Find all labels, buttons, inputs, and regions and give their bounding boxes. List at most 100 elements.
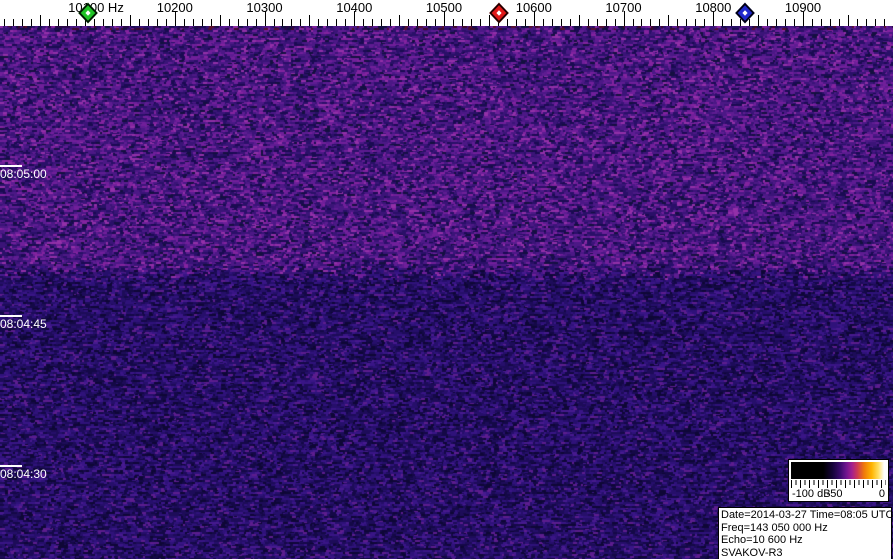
freq-label: 10600 xyxy=(515,0,552,15)
freq-tick xyxy=(4,19,6,26)
freq-tick xyxy=(336,19,338,26)
freq-tick xyxy=(183,19,185,26)
freq-tick xyxy=(812,19,813,26)
freq-tick xyxy=(40,15,42,26)
freq-tick xyxy=(444,11,445,26)
frequency-scale: 10100 Hz 10200 10300 10400 10500 10600 10700 10… xyxy=(0,0,893,26)
freq-tick xyxy=(49,19,51,26)
freq-tick xyxy=(506,19,508,26)
freq-tick xyxy=(794,19,795,26)
freq-tick xyxy=(829,19,831,26)
freq-tick xyxy=(578,15,580,26)
freq-tick xyxy=(820,19,822,26)
freq-tick xyxy=(417,19,419,26)
freq-tick xyxy=(856,19,858,26)
freq-tick xyxy=(22,19,24,26)
info-frequency: Freq=143 050 000 Hz xyxy=(721,521,828,534)
freq-tick xyxy=(453,19,454,26)
freq-tick xyxy=(587,19,589,26)
freq-tick xyxy=(165,19,167,26)
time-label: 08:04:45 xyxy=(0,315,47,330)
freq-label: 10800 xyxy=(695,0,732,15)
freq-tick xyxy=(883,19,885,26)
freq-tick xyxy=(865,19,867,26)
freq-tick xyxy=(677,19,679,26)
freq-tick xyxy=(650,19,652,26)
freq-tick xyxy=(67,19,68,26)
freq-tick xyxy=(560,19,562,26)
freq-tick xyxy=(291,19,293,26)
freq-tick xyxy=(776,19,778,26)
freq-tick xyxy=(228,19,230,26)
freq-tick xyxy=(461,19,463,26)
freq-label: 10700 xyxy=(605,0,642,15)
freq-tick xyxy=(210,19,212,26)
freq-tick xyxy=(488,15,490,26)
freq-tick xyxy=(363,19,365,26)
time-tick-line xyxy=(0,465,22,467)
freq-tick xyxy=(632,19,634,26)
freq-tick xyxy=(767,19,769,26)
freq-tick xyxy=(668,15,670,26)
time-label: 08:04:30 xyxy=(0,465,47,480)
freq-tick xyxy=(354,11,356,26)
freq-tick xyxy=(13,19,15,26)
freq-tick xyxy=(309,15,311,26)
freq-label: 10300 xyxy=(246,0,283,15)
freq-tick xyxy=(318,19,320,26)
freq-tick xyxy=(731,19,733,26)
freq-tick xyxy=(345,19,347,26)
freq-tick xyxy=(147,19,149,26)
freq-tick xyxy=(94,19,95,26)
freq-tick xyxy=(273,19,275,26)
time-label-text: 08:04:30 xyxy=(0,467,47,481)
info-box: Date=2014-03-27 Time=08:05 UTC Freq=143 … xyxy=(718,507,893,559)
freq-tick xyxy=(623,11,625,26)
time-tick-line xyxy=(0,165,22,167)
freq-tick xyxy=(722,19,724,26)
freq-label: 10500 xyxy=(425,0,463,15)
freq-tick xyxy=(749,19,751,26)
freq-tick xyxy=(156,19,158,26)
freq-tick xyxy=(237,19,239,26)
info-date-time: Date=2014-03-27 Time=08:05 UTC xyxy=(721,509,893,521)
freq-tick xyxy=(76,19,77,26)
freq-tick xyxy=(533,11,535,26)
freq-tick xyxy=(111,19,113,26)
freq-tick xyxy=(785,19,786,26)
freq-tick xyxy=(847,15,849,26)
freq-tick xyxy=(695,19,697,26)
freq-tick xyxy=(282,19,284,26)
freq-tick xyxy=(614,19,616,26)
legend-min-label: -100 dB xyxy=(792,488,831,500)
freq-tick xyxy=(515,19,517,26)
freq-tick xyxy=(874,19,876,26)
freq-tick xyxy=(192,19,194,26)
freq-tick xyxy=(605,19,607,26)
freq-label: 10200 xyxy=(156,0,193,15)
freq-tick xyxy=(803,11,804,26)
red-diamond-marker xyxy=(488,2,510,24)
freq-tick xyxy=(399,15,401,26)
freq-tick xyxy=(174,11,176,26)
color-scale-legend: -100 dB -50 0 xyxy=(788,459,889,502)
freq-tick xyxy=(641,19,643,26)
freq-tick xyxy=(740,19,742,26)
legend-mid-label: -50 xyxy=(826,488,843,500)
info-echo-offset: Echo=10 600 Hz xyxy=(721,534,803,546)
freq-tick xyxy=(201,19,203,26)
freq-tick xyxy=(435,19,436,26)
legend-labels: -100 dB -50 0 xyxy=(789,488,888,501)
freq-tick xyxy=(327,19,329,26)
freq-tick xyxy=(381,19,383,26)
freq-tick xyxy=(129,15,131,26)
green-diamond-marker xyxy=(77,2,99,24)
freq-tick xyxy=(255,19,257,26)
freq-tick xyxy=(138,19,140,26)
time-label-text: 08:05:00 xyxy=(0,167,47,181)
freq-tick xyxy=(120,19,122,26)
legend-max-label: 0 xyxy=(878,488,885,500)
freq-tick xyxy=(542,19,544,26)
